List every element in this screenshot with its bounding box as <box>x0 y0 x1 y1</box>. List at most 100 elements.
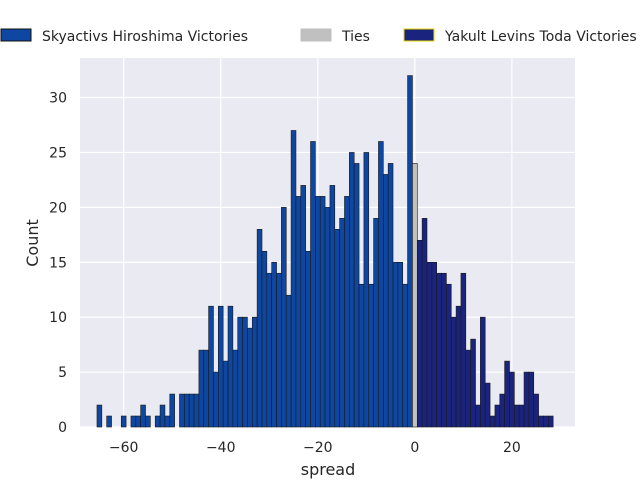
bar-series-3 <box>543 415 549 428</box>
bar-series-3 <box>421 218 428 428</box>
bar-series-1 <box>179 393 185 428</box>
legend: Skyactivs Hiroshima Victories Ties Yakult … <box>0 28 637 45</box>
bar-series-1 <box>120 415 127 428</box>
bar-series-3 <box>528 371 535 428</box>
bar-series-1 <box>256 229 263 428</box>
x-tick-labels: −60 −40 −20 0 20 <box>109 440 521 456</box>
bar-series-1 <box>135 415 141 428</box>
legend-swatch <box>300 28 332 42</box>
bar-series-3 <box>450 316 457 428</box>
bar-series-1 <box>130 415 137 428</box>
legend-swatch <box>0 28 32 42</box>
bar-series-1 <box>184 393 190 428</box>
x-axis-label: spread <box>301 460 356 479</box>
bar-series-1 <box>310 141 316 428</box>
bar-series-3 <box>475 404 481 428</box>
bar-series-3 <box>465 349 471 428</box>
y-tick-label: 5 <box>58 365 67 381</box>
bar-series-1 <box>251 316 258 428</box>
bar-series-1 <box>387 163 394 428</box>
bar-series-1 <box>276 272 282 428</box>
bar-series-1 <box>295 196 302 428</box>
bar-series-1 <box>305 250 311 428</box>
y-tick-label: 30 <box>49 91 67 107</box>
bar-series-1 <box>324 207 331 428</box>
bar-series-1 <box>164 415 171 428</box>
bar-series-3 <box>548 415 554 428</box>
bar-series-1 <box>140 404 146 428</box>
x-tick-label: −40 <box>206 440 236 456</box>
bar-series-1 <box>222 360 229 428</box>
bar-series-3 <box>523 371 530 428</box>
bar-series-1 <box>154 415 161 428</box>
bar-series-1 <box>383 174 389 428</box>
bar-series-1 <box>353 163 360 428</box>
bar-series-3 <box>499 393 505 428</box>
bar-series-1 <box>349 152 355 428</box>
bar-series-1 <box>169 393 175 428</box>
bar-series-3 <box>494 404 501 428</box>
bar-series-1 <box>188 393 195 428</box>
y-tick-label: 25 <box>49 145 67 161</box>
bar-series-1 <box>227 305 234 428</box>
bar-series-3 <box>455 305 462 428</box>
bar-series-1 <box>213 371 219 428</box>
y-axis-label: Count <box>23 219 42 267</box>
bar-series-1 <box>392 261 399 428</box>
legend-label: Skyactivs Hiroshima Victories <box>42 29 248 45</box>
bar-series-1 <box>344 196 350 428</box>
bar-series-3 <box>436 272 442 428</box>
legend-label: Ties <box>341 29 370 45</box>
bar-series-1 <box>266 272 272 428</box>
y-tick-label: 0 <box>58 420 67 436</box>
x-tick-label: 20 <box>503 440 521 456</box>
bar-series-1 <box>402 283 408 428</box>
bar-series-1 <box>300 185 306 428</box>
bar-series-1 <box>145 415 151 428</box>
bar-series-1 <box>237 316 243 428</box>
bar-series-1 <box>208 305 214 428</box>
legend-swatch <box>403 28 435 42</box>
bar-series-1 <box>339 218 345 428</box>
bar-series-1 <box>319 196 326 428</box>
bar-series-1 <box>218 305 224 428</box>
bar-series-1 <box>203 349 209 428</box>
bar-series-3 <box>470 338 476 428</box>
bar-series-1 <box>193 393 200 428</box>
bar-series-1 <box>368 283 374 428</box>
bar-series-1 <box>378 141 384 428</box>
y-tick-labels: 0 5 10 15 20 25 30 <box>49 91 67 436</box>
bar-series-3 <box>446 283 452 428</box>
x-tick-label: 0 <box>410 440 419 456</box>
bar-series-3 <box>509 371 515 428</box>
y-tick-label: 15 <box>49 255 67 271</box>
bar-series-1 <box>358 283 365 428</box>
bar-series-3 <box>426 261 433 428</box>
bar-series-1 <box>407 75 413 428</box>
x-tick-label: −60 <box>109 440 139 456</box>
bar-series-1 <box>96 404 103 428</box>
bar-series-2 <box>412 163 418 428</box>
bar-series-1 <box>271 261 277 428</box>
bar-series-3 <box>538 415 544 428</box>
bar-series-3 <box>416 240 423 428</box>
bar-series-1 <box>198 349 205 428</box>
bar-series-1 <box>397 261 404 428</box>
bar-series-1 <box>334 229 340 428</box>
bar-series-1 <box>261 250 268 428</box>
x-tick-label: −20 <box>303 440 333 456</box>
bar-series-1 <box>247 327 253 428</box>
bar-series-1 <box>242 316 248 428</box>
y-tick-label: 20 <box>49 200 67 216</box>
bar-series-3 <box>441 272 447 428</box>
bar-series-3 <box>480 316 486 428</box>
bar-series-1 <box>315 196 321 428</box>
bar-series-1 <box>290 130 297 428</box>
bar-series-3 <box>460 272 467 428</box>
bar-series-1 <box>159 404 166 428</box>
y-tick-label: 10 <box>49 310 67 326</box>
bar-series-1 <box>281 207 287 428</box>
bar-series-1 <box>285 294 292 428</box>
bar-series-3 <box>514 404 520 428</box>
